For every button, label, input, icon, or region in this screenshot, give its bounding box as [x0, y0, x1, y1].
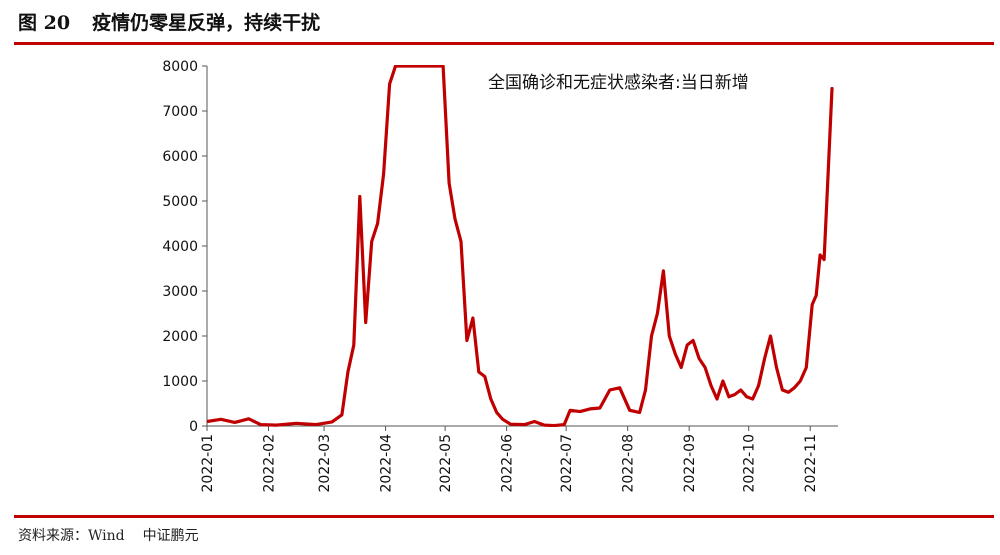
y-tick-label: 3000 — [162, 284, 198, 300]
bottom-divider — [14, 515, 994, 518]
x-tick-label: 2022-05 — [438, 434, 454, 493]
series-line — [207, 65, 834, 427]
x-tick-label: 2022-02 — [262, 434, 278, 493]
y-tick-label: 8000 — [162, 59, 198, 75]
y-tick-label: 2000 — [162, 329, 198, 345]
figure-heading: 疫情仍零星反弹，持续干扰 — [92, 12, 321, 34]
x-tick-label: 2022-08 — [621, 434, 637, 493]
y-tick-label: 7000 — [162, 104, 198, 120]
source-text: 资料来源：Wind — [18, 528, 125, 544]
y-tick-label: 6000 — [162, 149, 198, 165]
y-tick-label: 0 — [189, 419, 198, 435]
x-tick-label: 2022-03 — [317, 434, 333, 493]
y-tick-label: 4000 — [162, 239, 198, 255]
brand-name: 中证鹏元 — [142, 528, 199, 544]
figure-title: 图 20 疫情仍零星反弹，持续干扰 — [18, 8, 320, 35]
x-tick-label: 2022-09 — [682, 434, 698, 493]
x-tick-label: 2022-11 — [803, 434, 819, 493]
y-tick-label: 5000 — [162, 194, 198, 210]
x-tick-label: 2022-10 — [742, 434, 758, 493]
y-tick-label: 1000 — [162, 374, 198, 390]
source-note: 资料来源：Wind 中证鹏元 — [18, 525, 199, 545]
figure-number: 图 20 — [18, 12, 71, 34]
x-tick-label: 2022-04 — [379, 434, 395, 493]
x-tick-label: 2022-07 — [559, 434, 575, 493]
chart-axes: 0 1000 2000 3000 4000 5000 6000 7000 8000 2022-01… — [162, 59, 838, 493]
chart-annotation: 全国确诊和无症状感染者:当日新增 — [488, 73, 749, 93]
chart-marks — [207, 65, 834, 427]
top-divider — [14, 42, 994, 45]
x-tick-label: 2022-01 — [200, 434, 216, 493]
x-tick-label: 2022-06 — [500, 434, 516, 493]
